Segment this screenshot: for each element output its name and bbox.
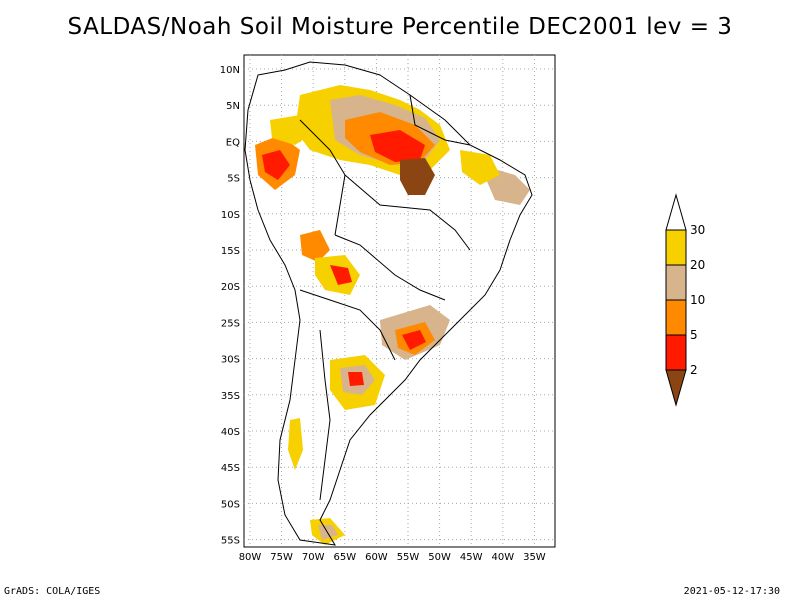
lon-label: 40W xyxy=(491,552,514,563)
border-line-6 xyxy=(409,94,471,146)
lon-label: 55W xyxy=(397,552,420,563)
lat-label: 10S xyxy=(221,210,240,221)
lon-label: 70W xyxy=(302,552,325,563)
footer-timestamp: 2021-05-12-17:30 xyxy=(683,586,780,597)
patch-northwest-yellow xyxy=(270,115,310,145)
legend-colorbar: 30 20 10 5 2 xyxy=(665,193,705,407)
patch-bolivia-red xyxy=(330,265,352,285)
legend-label-5: 5 xyxy=(690,328,698,342)
lon-label: 75W xyxy=(270,552,293,563)
legend-swatch-lt2 xyxy=(665,369,687,407)
lat-label: 15S xyxy=(221,246,240,257)
footer-credit: GrADS: COLA/IGES xyxy=(4,586,101,597)
patch-argentina-red xyxy=(348,372,364,386)
lat-label: EQ xyxy=(226,137,240,148)
lat-label: 35S xyxy=(221,391,240,402)
lat-label: 40S xyxy=(221,427,240,438)
lat-label: 10N xyxy=(220,65,240,76)
legend-swatch-5-10 xyxy=(665,299,687,336)
continent-outline xyxy=(244,61,533,546)
legend-label-10: 10 xyxy=(690,293,705,307)
patch-south-brazil-red xyxy=(402,330,426,350)
lat-label: 50S xyxy=(221,499,240,510)
lat-label: 5S xyxy=(227,174,240,185)
lon-label: 65W xyxy=(333,552,356,563)
border-line-5 xyxy=(319,329,331,501)
patch-amazon-red xyxy=(370,130,425,162)
legend-label-30: 30 xyxy=(690,223,705,237)
map-title: SALDAS/Noah Soil Moisture Percentile DEC… xyxy=(67,14,733,40)
lat-label: 30S xyxy=(221,355,240,366)
country-borders xyxy=(244,61,533,546)
patch-amazon-brown xyxy=(400,158,435,195)
patch-andes-orange xyxy=(300,230,330,262)
border-line-2 xyxy=(344,174,471,251)
lat-label: 55S xyxy=(221,536,240,547)
legend-swatch-2-5 xyxy=(665,334,687,371)
lon-label: 80W xyxy=(239,552,262,563)
lat-label: 20S xyxy=(221,282,240,293)
lon-label: 60W xyxy=(365,552,388,563)
lon-label: 35W xyxy=(523,552,546,563)
lon-label: 45W xyxy=(460,552,483,563)
lat-label: 25S xyxy=(221,318,240,329)
lat-label: 5N xyxy=(226,101,240,112)
legend-swatch-10-20 xyxy=(665,264,687,301)
legend-label-20: 20 xyxy=(690,258,705,272)
lat-label: 45S xyxy=(221,463,240,474)
border-line-4 xyxy=(299,289,396,361)
lon-label: 50W xyxy=(428,552,451,563)
patch-chile-coast xyxy=(288,418,303,470)
latitude-labels: 10N 5N EQ 5S 10S 15S 20S 25S 30S 35S 40S 45S 50S 55S xyxy=(220,65,240,547)
patch-northeast-yellow xyxy=(460,150,500,185)
patch-northwest-red xyxy=(262,150,290,180)
legend-swatch-20-30 xyxy=(665,229,687,266)
legend-label-2: 2 xyxy=(690,363,698,377)
longitude-labels: 80W 75W 70W 65W 60W 55W 50W 45W 40W 35W xyxy=(239,552,546,563)
border-line-3 xyxy=(334,234,446,301)
percentile-shading xyxy=(255,85,530,545)
legend-swatch-gt30 xyxy=(665,193,687,231)
